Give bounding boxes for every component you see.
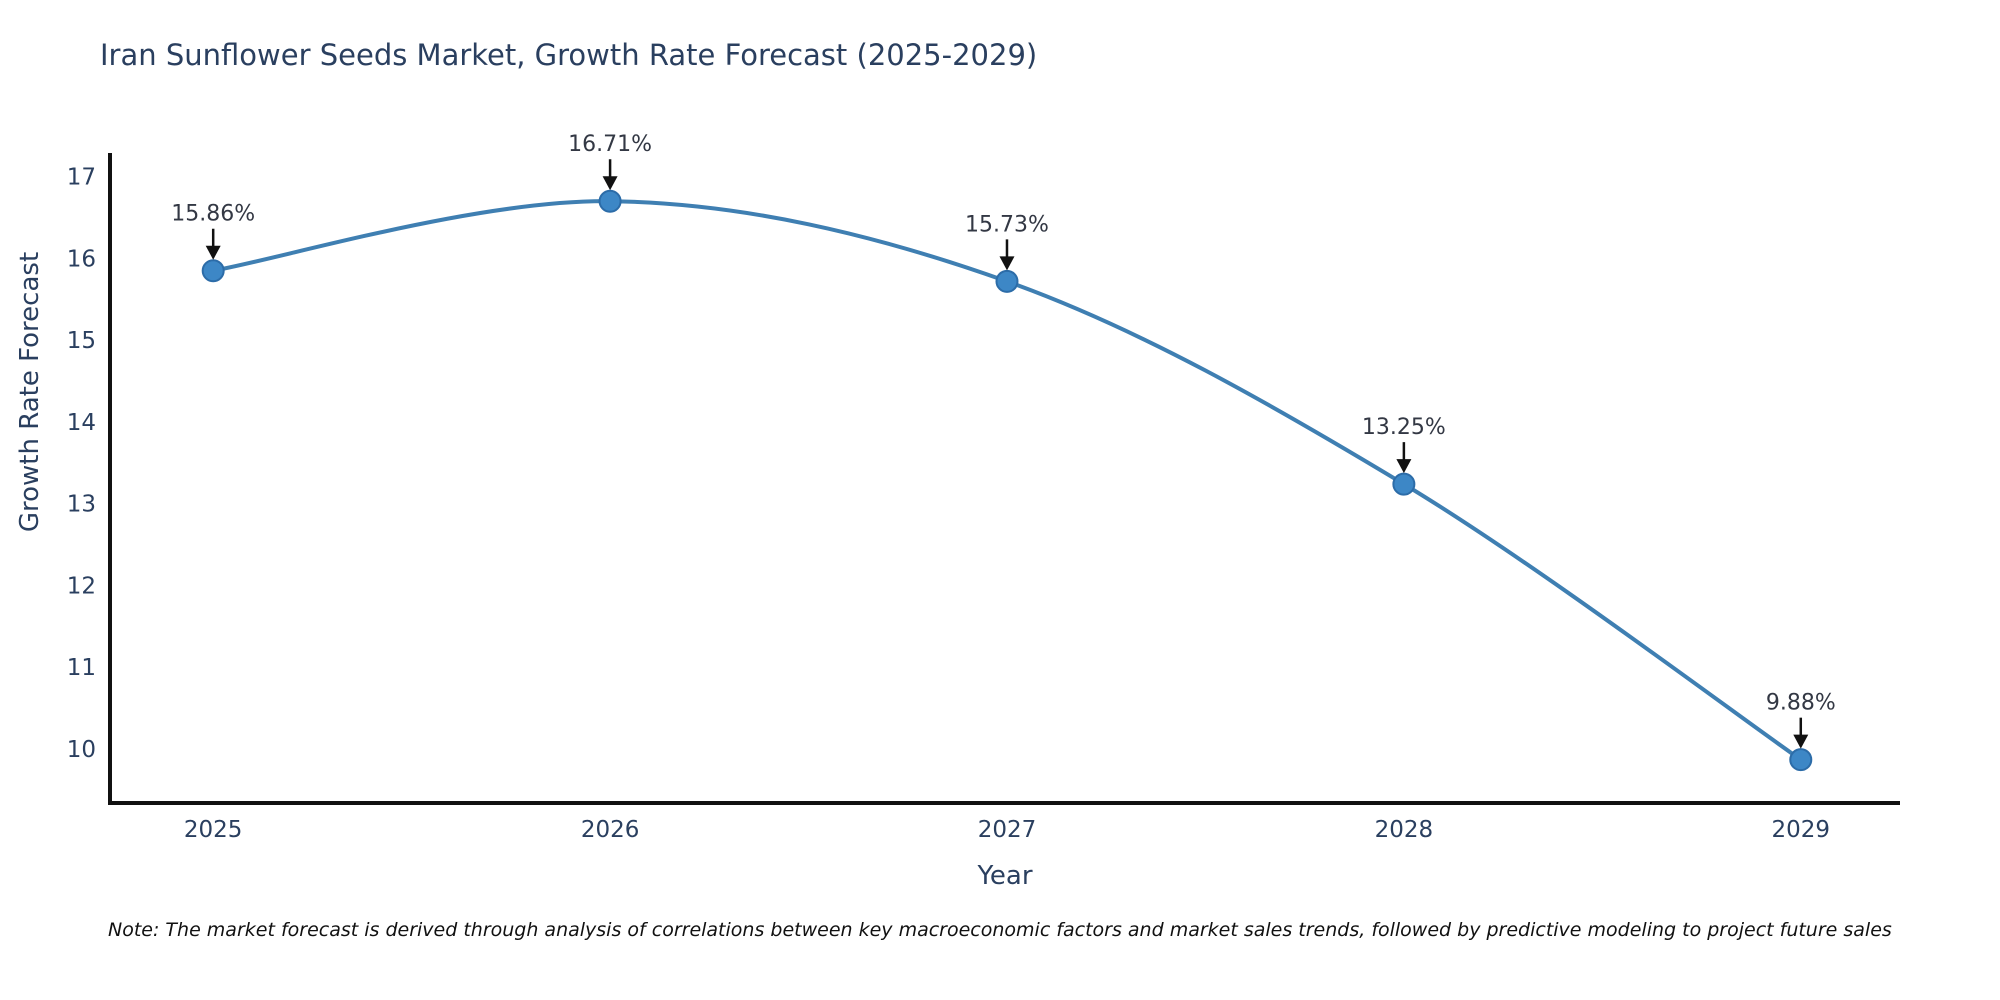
x-axis-title: Year: [977, 861, 1033, 891]
y-tick-label: 16: [67, 246, 96, 272]
y-axis-title: Growth Rate Forecast: [15, 251, 45, 533]
footnote: Note: The market forecast is derived thr…: [108, 919, 1892, 941]
y-tick-label: 11: [67, 655, 96, 681]
y-tick-label: 13: [67, 492, 96, 518]
data-point-label: 15.86%: [171, 202, 255, 227]
annotation-arrowhead-icon: [999, 256, 1015, 271]
data-point-marker-2025[interactable]: [201, 259, 225, 283]
y-tick-label: 14: [67, 410, 96, 436]
chart-title: Iran Sunflower Seeds Market, Growth Rate…: [100, 38, 1038, 72]
y-tick-label: 12: [67, 573, 96, 599]
y-tick-label: 10: [67, 737, 96, 763]
data-point-marker-2028[interactable]: [1392, 472, 1416, 496]
annotation-arrowhead-icon: [1793, 734, 1809, 749]
data-point-marker-2029[interactable]: [1789, 748, 1813, 772]
annotation-arrowhead-icon: [602, 176, 618, 191]
y-tick-label: 15: [67, 328, 96, 354]
x-tick-label: 2029: [1772, 817, 1831, 843]
data-point-label: 16.71%: [568, 132, 652, 157]
data-point-marker-2026[interactable]: [598, 189, 622, 213]
x-tick-label: 2026: [581, 817, 640, 843]
data-point-label: 15.73%: [965, 212, 1049, 237]
x-tick-label: 2025: [184, 817, 243, 843]
y-tick-label: 17: [67, 165, 96, 191]
data-point-marker-2027[interactable]: [995, 269, 1019, 293]
data-point-label: 9.88%: [1766, 691, 1836, 716]
annotation-arrowhead-icon: [1396, 459, 1412, 474]
data-point-label: 13.25%: [1362, 415, 1446, 440]
x-tick-label: 2027: [978, 817, 1037, 843]
annotation-arrowhead-icon: [205, 245, 221, 260]
x-tick-label: 2028: [1375, 817, 1434, 843]
